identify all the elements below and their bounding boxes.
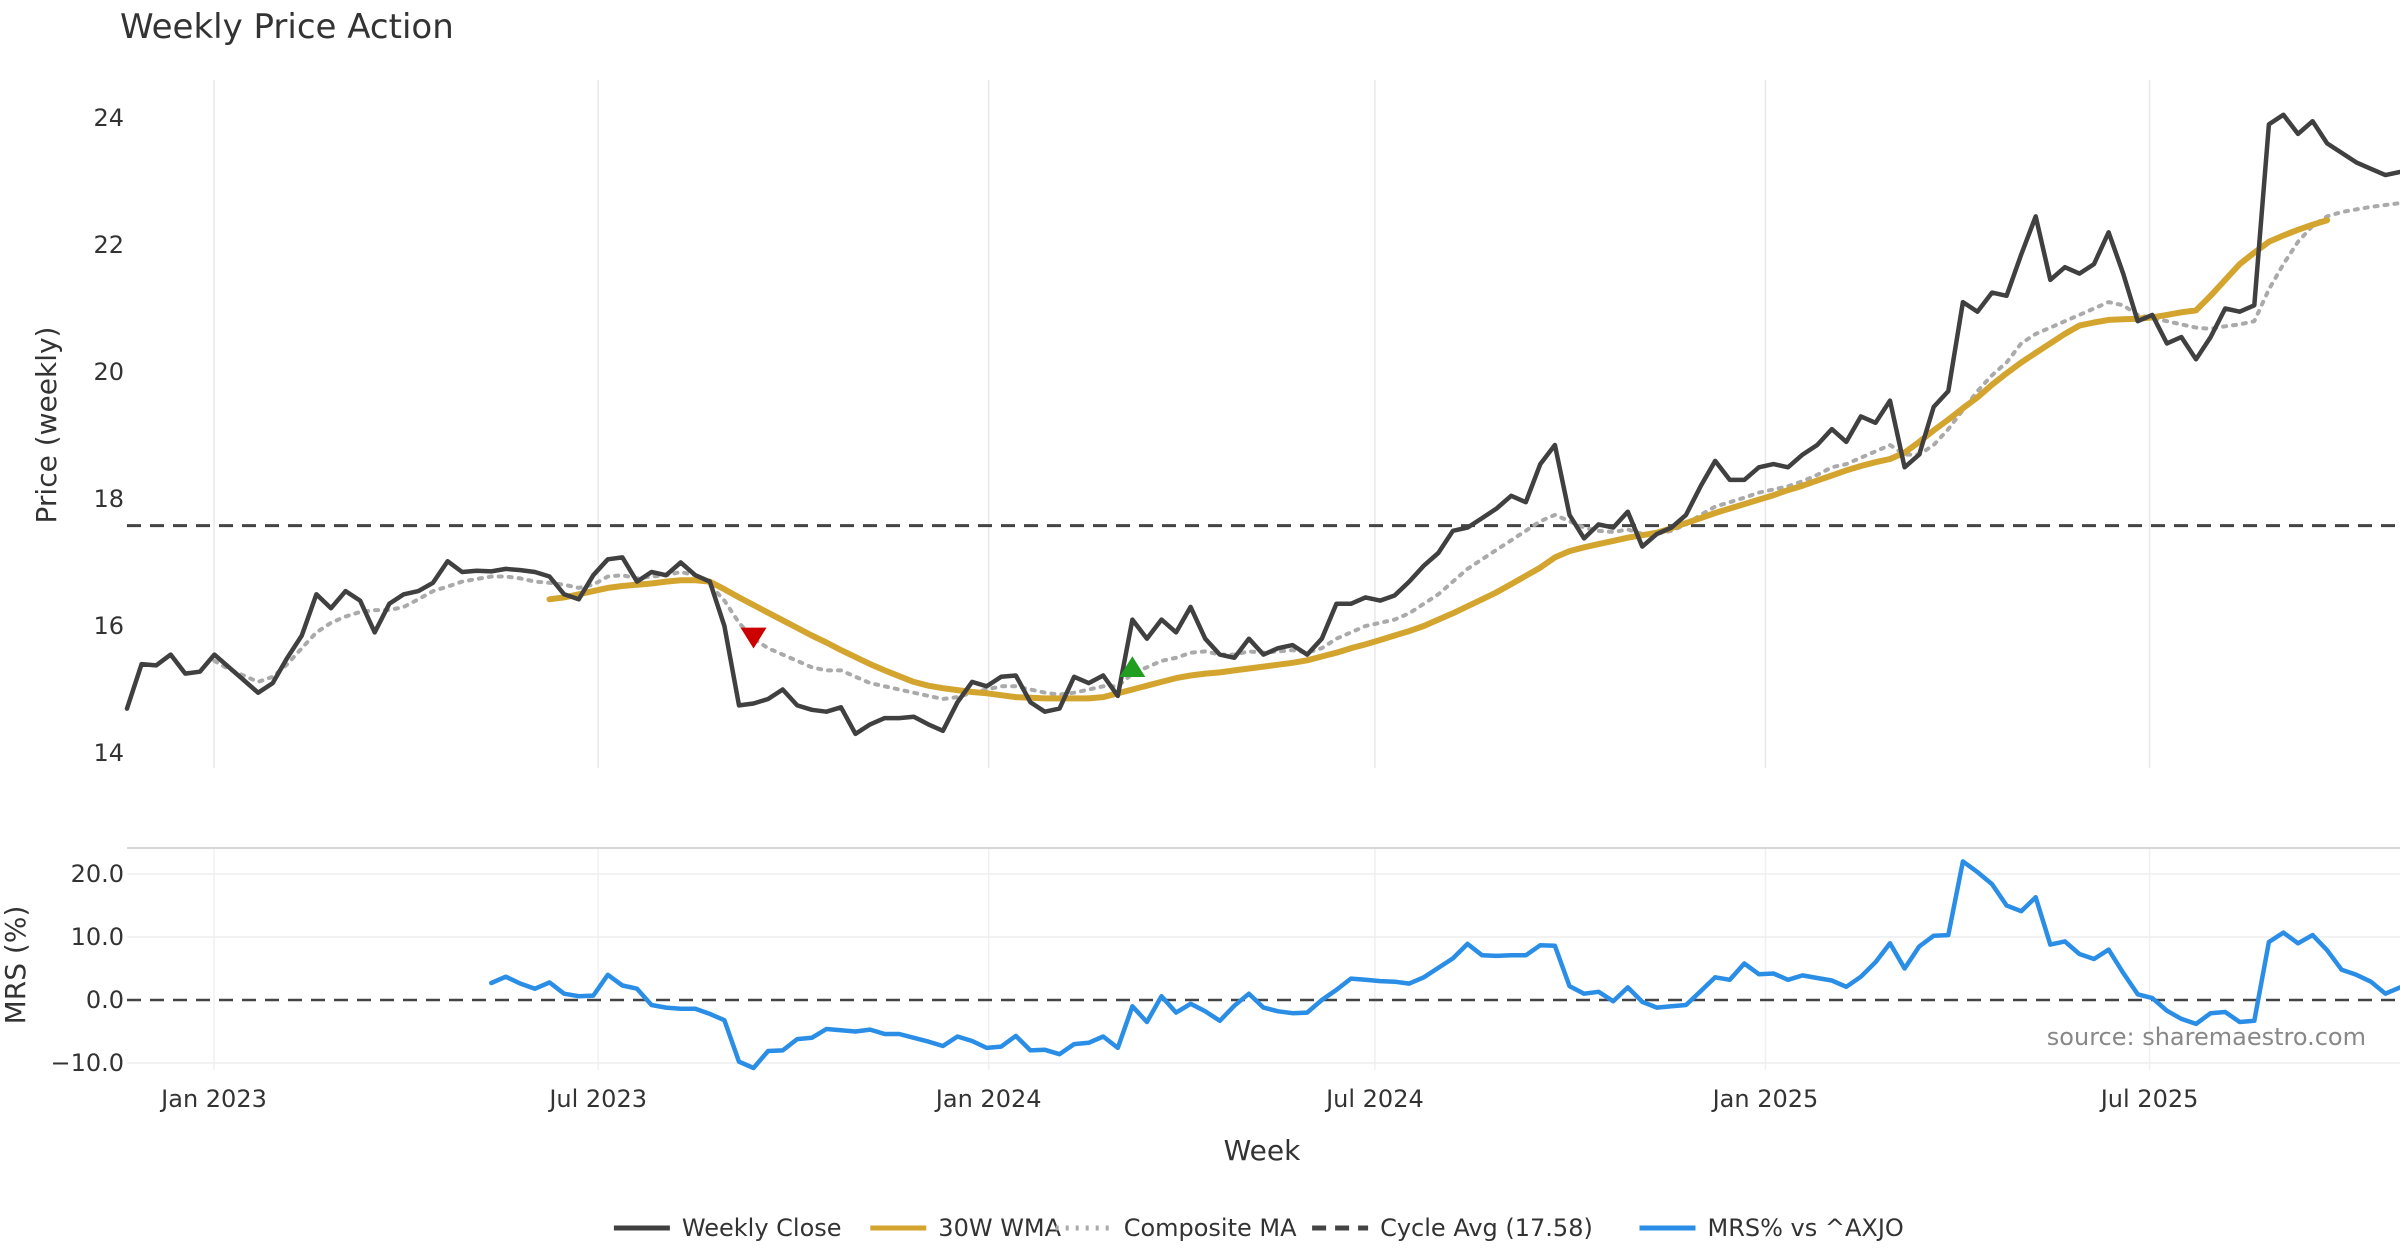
mrs-y-tick-label: 20.0 xyxy=(71,860,124,888)
mrs-axis-title: MRS (%) xyxy=(0,906,32,1025)
x-tick-label: Jan 2024 xyxy=(934,1085,1042,1113)
x-tick-label: Jul 2024 xyxy=(1324,1085,1424,1113)
sell-signal-marker xyxy=(740,627,767,649)
mrs-series xyxy=(489,859,2400,1071)
x-tick-label: Jan 2025 xyxy=(1711,1085,1819,1113)
legend-label: MRS% vs ^AXJO xyxy=(1708,1214,1904,1242)
price-30w-wma-line xyxy=(546,217,2331,702)
legend-label: 30W WMA xyxy=(938,1214,1061,1242)
buy-signal-marker xyxy=(1119,656,1146,678)
legend-label: Cycle Avg (17.58) xyxy=(1380,1214,1593,1242)
mrs-y-tick-label: 0.0 xyxy=(86,986,124,1014)
price-y-tick-label: 16 xyxy=(93,612,124,640)
mrs-grid xyxy=(127,847,2400,1070)
price-axis-title: Price (weekly) xyxy=(30,327,63,524)
price-y-tick-label: 24 xyxy=(93,104,124,132)
axes: Jan 2023 Jul 2023 Jan 2024 Jul 2024 Jan 2025… xyxy=(50,104,2198,1113)
price-weekly-close-line xyxy=(124,112,2400,737)
price-y-tick-label: 18 xyxy=(93,485,124,513)
x-tick-label: Jul 2023 xyxy=(547,1085,647,1113)
x-tick-label: Jul 2025 xyxy=(2099,1085,2199,1113)
source-label: source: sharemaestro.com xyxy=(2047,1023,2366,1051)
price-y-tick-label: 22 xyxy=(93,231,124,259)
price-series xyxy=(124,112,2400,737)
legend-label: Composite MA xyxy=(1124,1214,1297,1242)
legend-label: Weekly Close xyxy=(682,1214,842,1242)
legend: Weekly Close 30W WMA Composite MA Cycle Avg… xyxy=(613,1214,1904,1242)
mrs-line xyxy=(489,859,2400,1071)
mrs-y-tick-label: 10.0 xyxy=(71,923,124,951)
chart-title: Weekly Price Action xyxy=(120,7,454,47)
price-composite-ma-line xyxy=(212,201,2400,701)
mrs-y-tick-label: −10.0 xyxy=(50,1049,124,1077)
price-y-tick-label: 20 xyxy=(93,358,124,386)
price-grid xyxy=(213,80,2151,768)
x-axis-title: Week xyxy=(1224,1134,1301,1167)
price-y-tick-label: 14 xyxy=(93,739,124,767)
x-tick-label: Jan 2023 xyxy=(159,1085,267,1113)
